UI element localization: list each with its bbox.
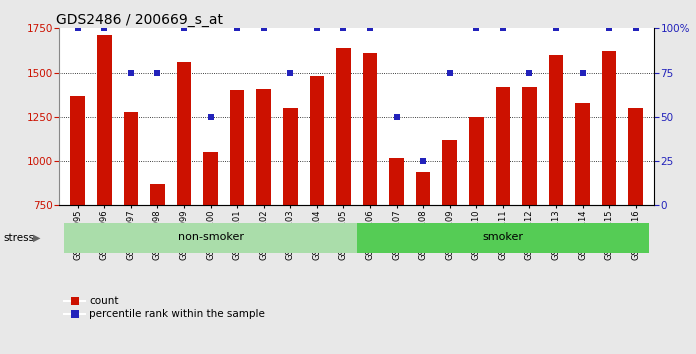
- Bar: [357, 223, 649, 253]
- Bar: [469, 117, 484, 205]
- Text: ▶: ▶: [33, 233, 41, 243]
- Bar: [496, 87, 510, 205]
- Bar: [177, 62, 191, 205]
- Text: smoker: smoker: [482, 232, 523, 242]
- Bar: [230, 90, 244, 205]
- Bar: [522, 87, 537, 205]
- Text: GDS2486 / 200669_s_at: GDS2486 / 200669_s_at: [56, 13, 223, 27]
- Bar: [70, 96, 85, 205]
- Bar: [310, 76, 324, 205]
- Bar: [363, 53, 377, 205]
- Bar: [65, 223, 356, 253]
- Bar: [443, 140, 457, 205]
- Bar: [283, 108, 298, 205]
- Bar: [602, 51, 617, 205]
- Bar: [203, 152, 218, 205]
- Bar: [628, 108, 643, 205]
- Legend: count, percentile rank within the sample: count, percentile rank within the sample: [64, 296, 265, 319]
- Bar: [389, 158, 404, 205]
- Bar: [336, 48, 351, 205]
- Bar: [416, 172, 430, 205]
- Bar: [150, 184, 165, 205]
- Bar: [548, 55, 563, 205]
- Bar: [97, 35, 111, 205]
- Text: non-smoker: non-smoker: [177, 232, 244, 242]
- Bar: [256, 88, 271, 205]
- Text: stress: stress: [3, 233, 35, 243]
- Bar: [124, 112, 139, 205]
- Bar: [575, 103, 590, 205]
